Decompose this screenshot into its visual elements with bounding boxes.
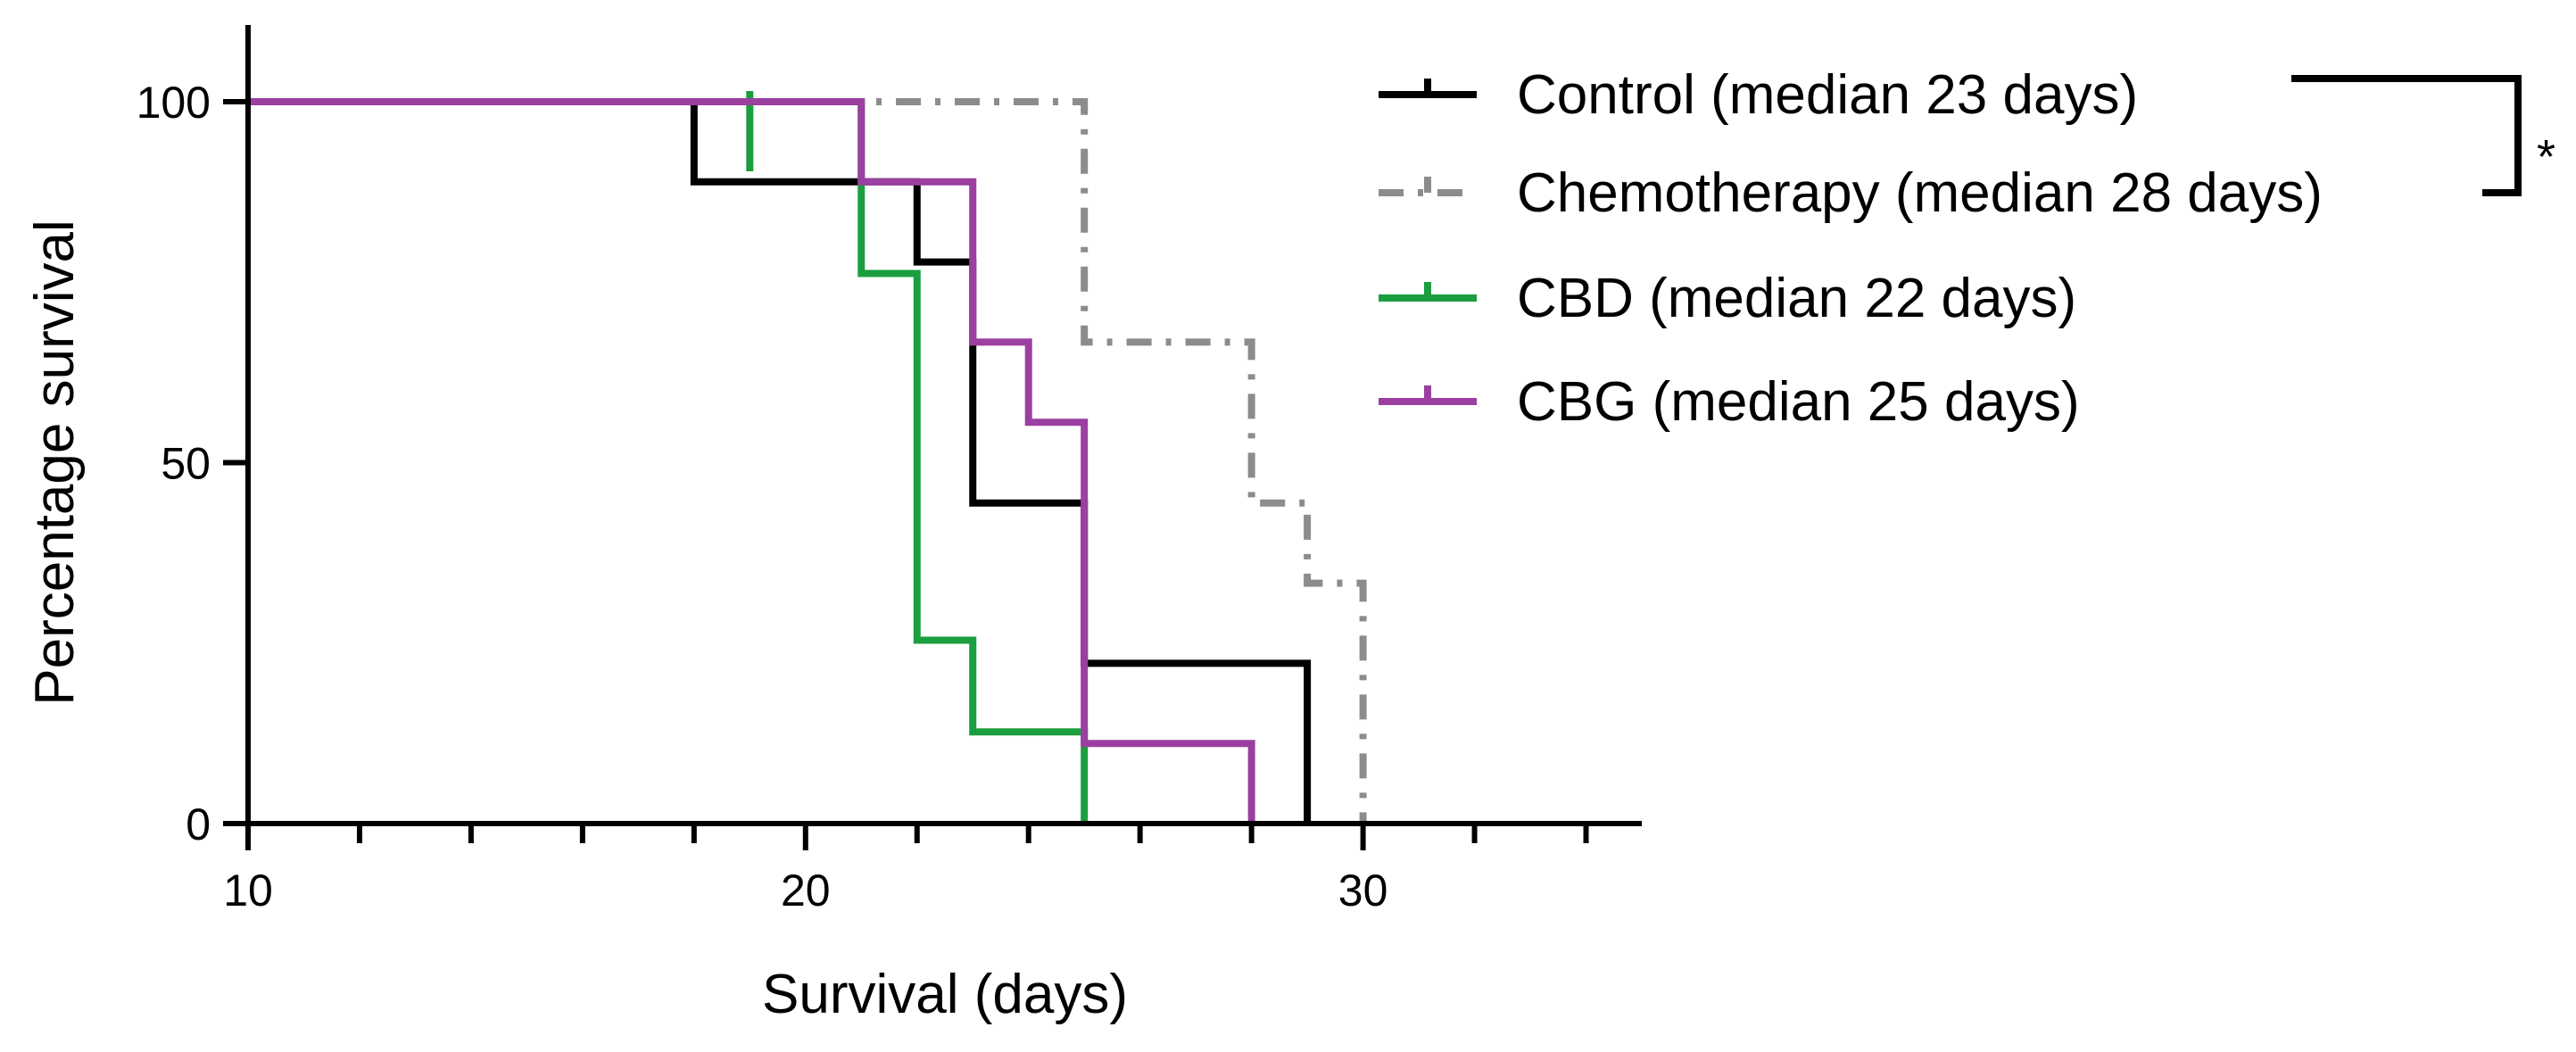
- series-line-chemotherapy: [248, 98, 1367, 824]
- y-tick-label: 100: [137, 78, 211, 128]
- legend-label: CBD (median 22 days): [1517, 268, 2076, 329]
- legend-item-control: Control (median 23 days): [1379, 64, 2138, 126]
- y-axis-title: Percentage survival: [24, 220, 86, 706]
- y-tick-label: 50: [161, 439, 211, 489]
- x-tick-label: 10: [223, 866, 273, 915]
- x-axis-title: Survival (days): [762, 964, 1128, 1025]
- legend-label: Control (median 23 days): [1517, 64, 2138, 126]
- x-tick-label: 20: [781, 866, 831, 915]
- legend-item-cbd: CBD (median 22 days): [1379, 268, 2076, 329]
- axes: 10 20 30 0 50 100: [137, 25, 1642, 915]
- legend: Control (median 23 days) Chemotherapy (me…: [1379, 64, 2555, 433]
- bracket-line: [2291, 75, 2522, 196]
- series-line-cbg: [248, 98, 1255, 824]
- y-tick-label: 0: [186, 799, 211, 849]
- legend-item-cbg: CBG (median 25 days): [1379, 371, 2080, 433]
- legend-label: Chemotherapy (median 28 days): [1517, 162, 2323, 224]
- x-tick-label: 30: [1338, 866, 1388, 915]
- series-line-control: [248, 98, 1312, 824]
- series-layer: [248, 91, 1367, 824]
- legend-label: CBG (median 25 days): [1517, 371, 2080, 433]
- significance-bracket: *: [2291, 75, 2555, 196]
- significance-label: *: [2537, 130, 2555, 184]
- series-line-cbd: [248, 98, 1089, 824]
- legend-item-chemotherapy: Chemotherapy (median 28 days): [1379, 162, 2323, 224]
